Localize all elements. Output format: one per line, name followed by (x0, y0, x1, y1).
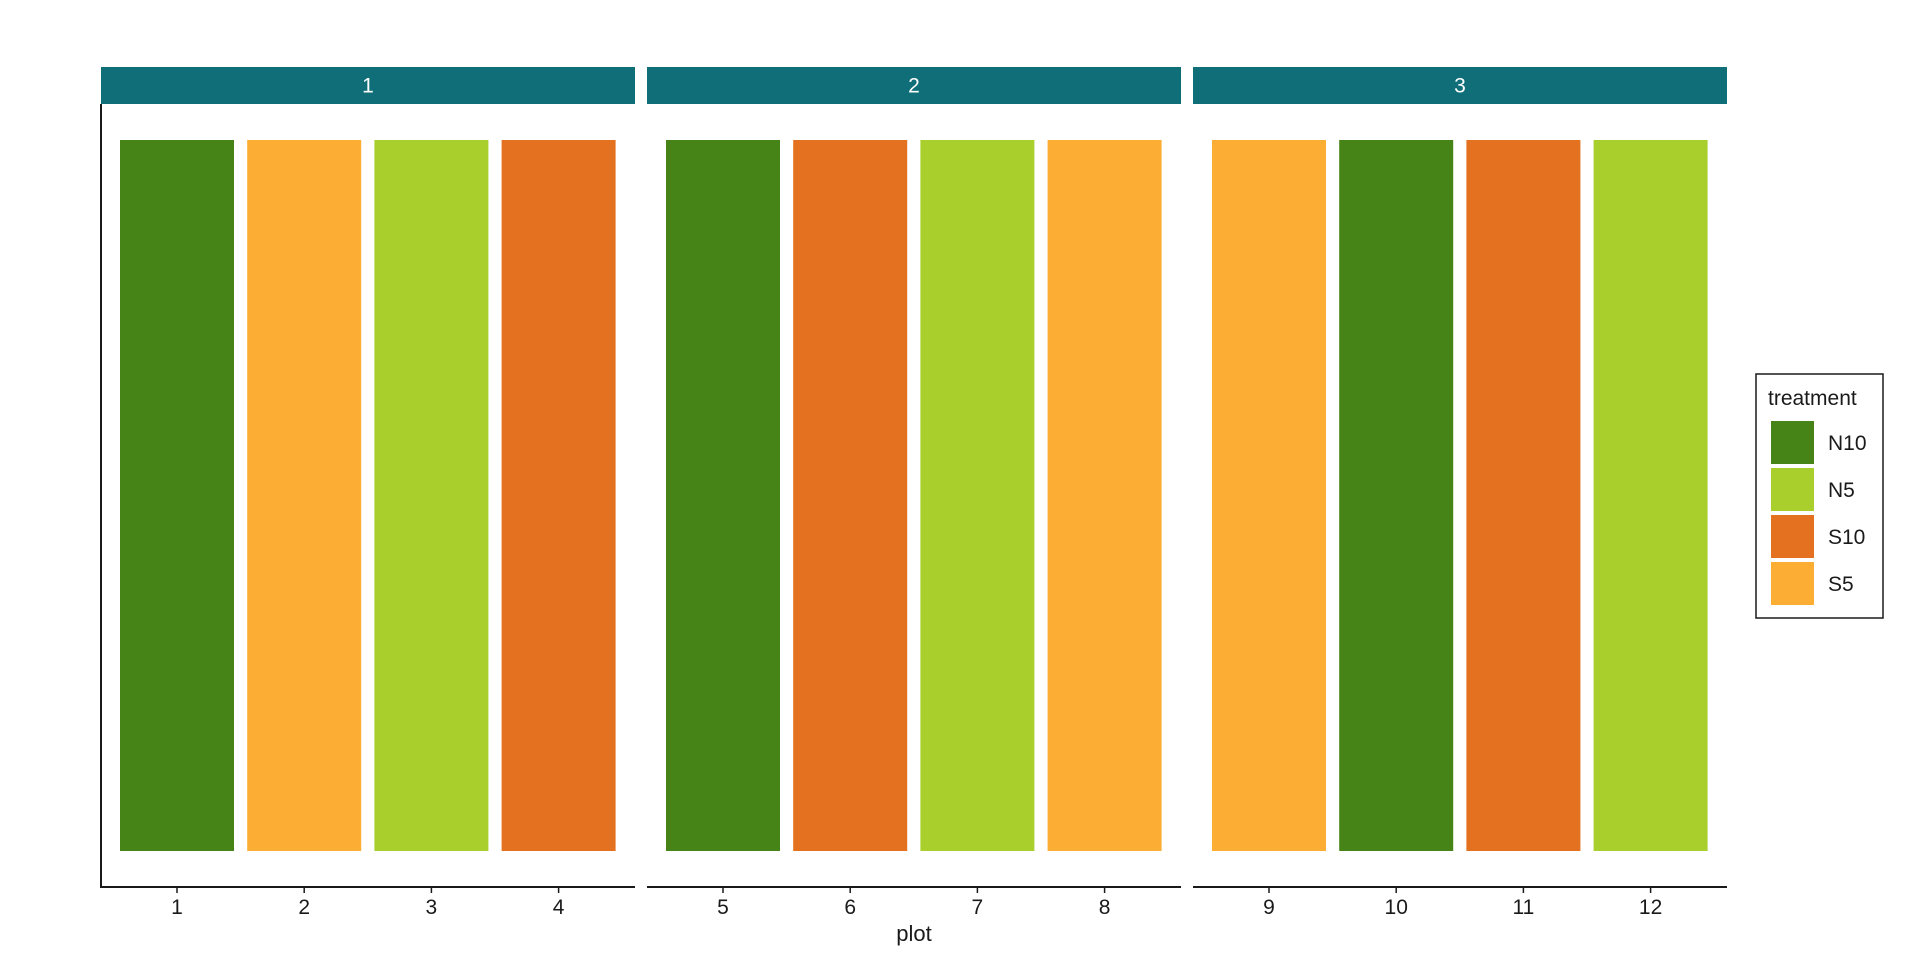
bar-plot-11 (1466, 140, 1581, 851)
legend-key-N10 (1771, 421, 1814, 464)
bar-plot-5 (666, 140, 780, 851)
x-tick-label: 5 (717, 896, 729, 919)
x-axis-title: plot (896, 921, 931, 946)
facet-strip-label: 3 (1454, 75, 1466, 98)
legend-title: treatment (1768, 387, 1857, 410)
bar-plot-3 (374, 140, 489, 851)
bar-plot-6 (793, 140, 908, 851)
x-tick-label: 2 (298, 896, 310, 919)
bar-plot-9 (1212, 140, 1326, 851)
x-tick-label: 7 (972, 896, 984, 919)
legend-key-S5 (1771, 562, 1814, 605)
facet-strip (101, 67, 635, 104)
legend: treatment N10 N5 S10 S5 (1755, 373, 1884, 619)
facet-strip-label: 1 (362, 75, 374, 98)
x-tick-label: 1 (171, 896, 183, 919)
facet-strip-label: 2 (908, 75, 920, 98)
facet-panel-2: 2 5 6 7 8 (647, 67, 1181, 919)
x-tick-label: 3 (426, 896, 438, 919)
facet-panels: 11 2 3 425 6 7 839 10 11 12 (100, 67, 1727, 919)
legend-label-N10: N10 (1828, 432, 1867, 455)
facet-panel-3: 3 9 10 11 12 (1193, 67, 1727, 919)
x-tick-label: 9 (1263, 896, 1275, 919)
legend-key-S10 (1771, 515, 1814, 558)
x-tick-label: 4 (553, 896, 565, 919)
bar-plot-4 (501, 140, 616, 851)
bar-plot-1 (120, 140, 234, 851)
legend-label-N5: N5 (1828, 479, 1855, 502)
facet-strip (647, 67, 1181, 104)
bar-plot-10 (1339, 140, 1454, 851)
facet-panel-1: 1 1 2 3 4 (100, 67, 635, 919)
x-tick-label: 12 (1639, 896, 1662, 919)
x-tick-label: 6 (844, 896, 856, 919)
x-tick-label: 8 (1099, 896, 1111, 919)
bar-plot-2 (247, 140, 362, 851)
bar-plot-8 (1047, 140, 1162, 851)
legend-key-N5 (1771, 468, 1814, 511)
legend-label-S10: S10 (1828, 526, 1865, 549)
x-tick-label: 11 (1512, 896, 1534, 919)
x-tick-label: 10 (1385, 896, 1408, 919)
facet-strip (1193, 67, 1727, 104)
bar-plot-7 (920, 140, 1035, 851)
legend-label-S5: S5 (1828, 573, 1854, 596)
bar-plot-12 (1593, 140, 1708, 851)
